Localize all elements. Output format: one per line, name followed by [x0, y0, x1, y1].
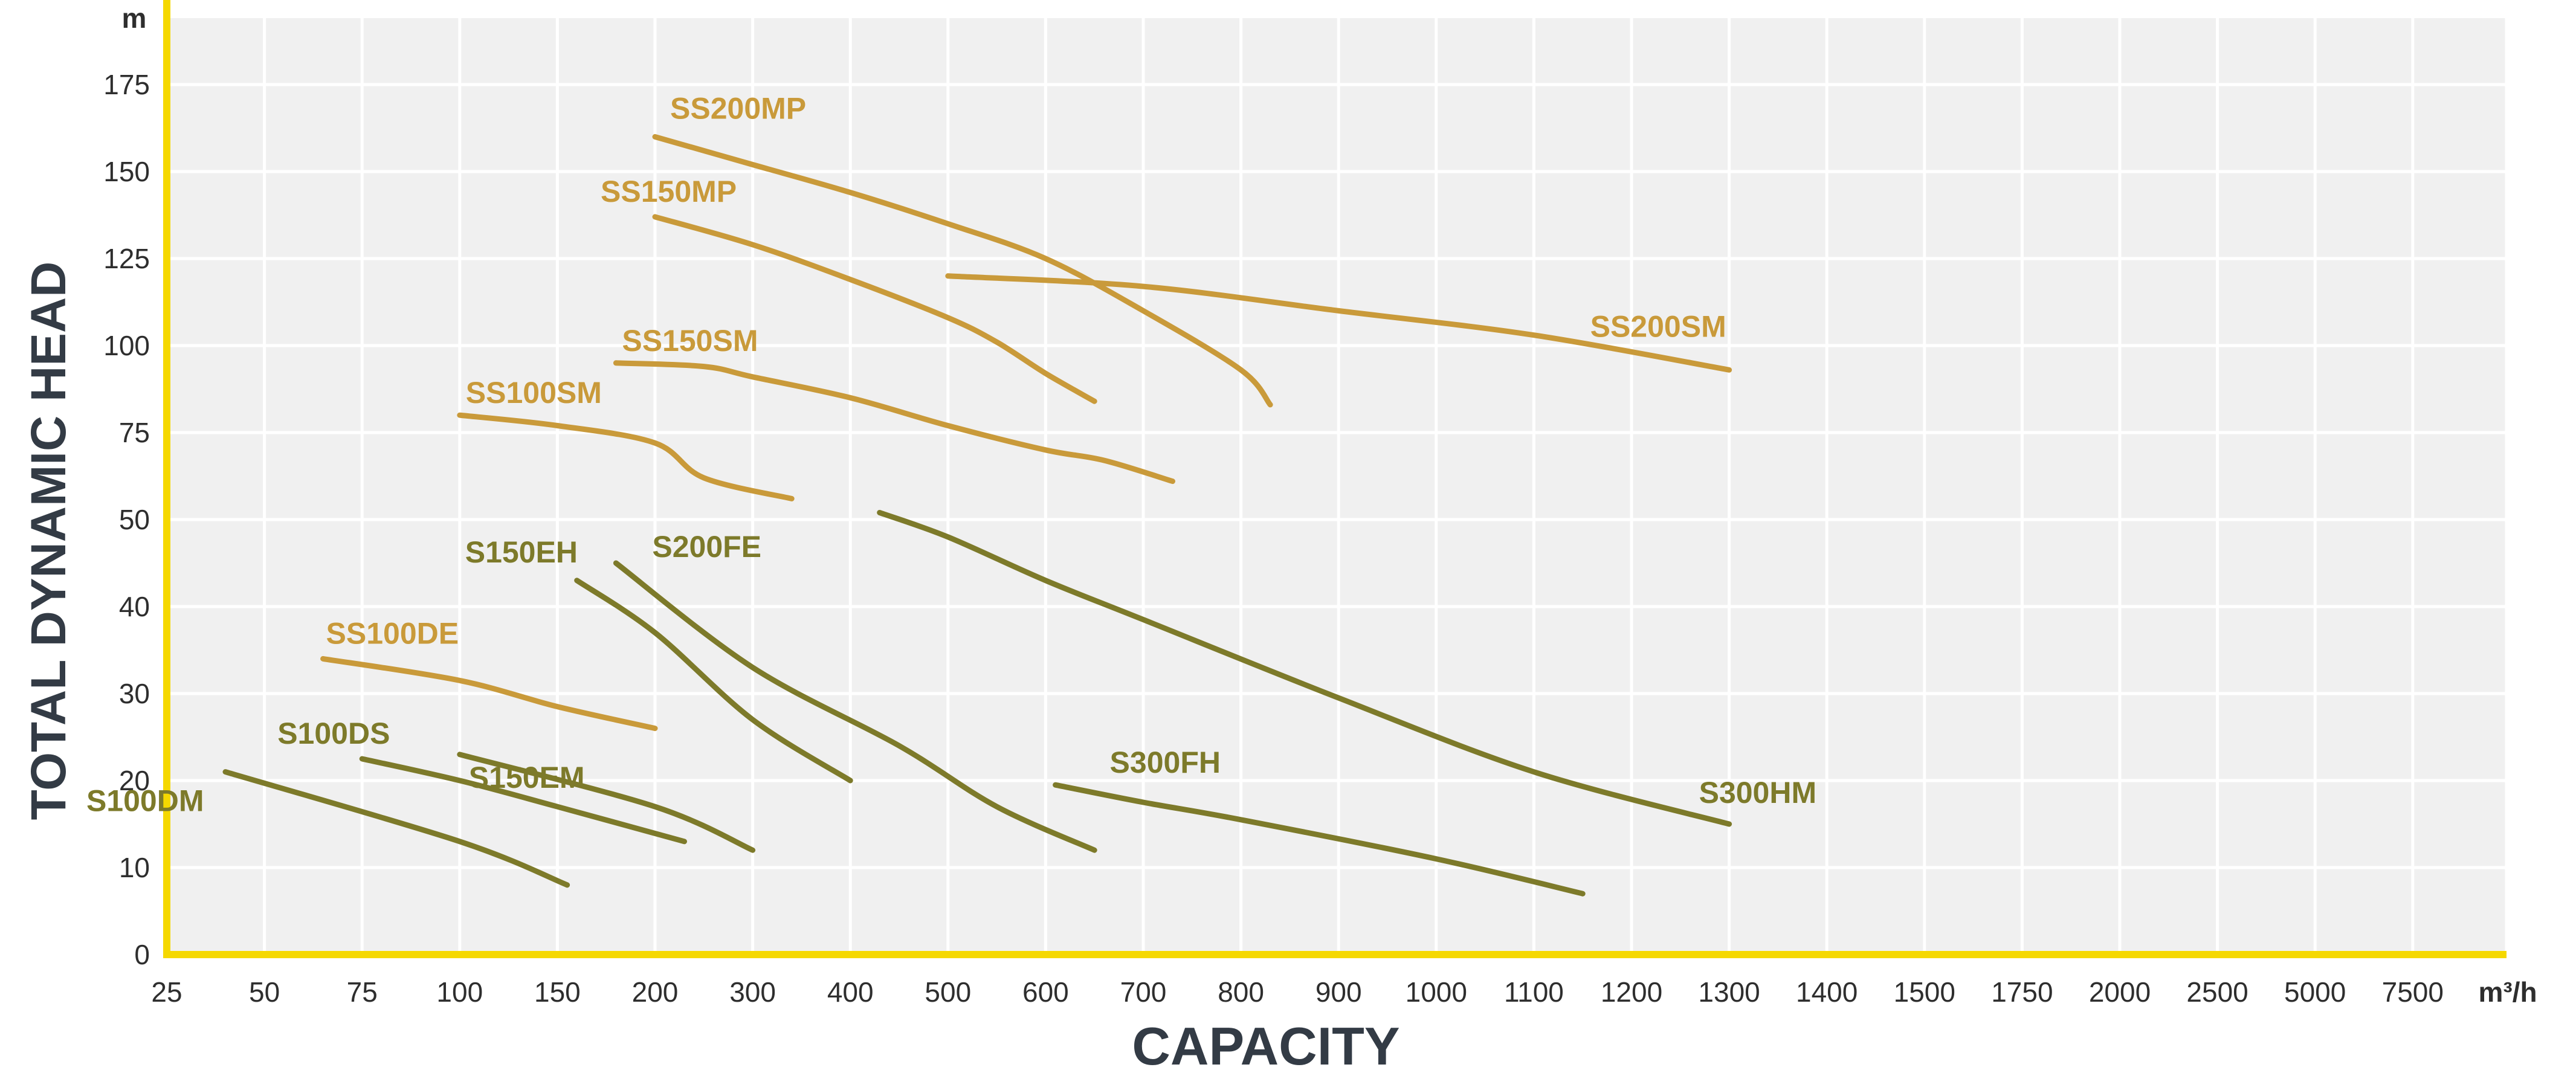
y-tick-label: 100 [103, 330, 150, 361]
x-tick-label: 900 [1315, 976, 1362, 1008]
series-label-ss150mp: SS150MP [601, 175, 737, 208]
series-label-s300hm: S300HM [1699, 776, 1817, 810]
series-line-s150em [457, 752, 756, 853]
series-line-ss200sm [945, 273, 1732, 373]
series-line-ss150mp [652, 214, 1097, 404]
series-label-s100dm: S100DM [86, 784, 204, 818]
y-tick-label: 175 [103, 69, 150, 100]
axes [163, 0, 2507, 958]
grid [167, 18, 2508, 955]
x-tick-label: 1500 [1894, 976, 1955, 1008]
y-tick-label: 75 [119, 417, 150, 448]
x-tick-label: 2000 [2089, 976, 2151, 1008]
x-tick-label: 600 [1022, 976, 1069, 1008]
x-tick-label: 1200 [1601, 976, 1662, 1008]
x-tick-label: 50 [249, 976, 280, 1008]
x-tick-label: 25 [151, 976, 182, 1008]
series-line-ss100de [320, 656, 658, 732]
y-tick-label: 20 [119, 765, 150, 796]
x-axis-unit: m³/h [2478, 976, 2537, 1008]
series-line-s100ds [359, 756, 687, 845]
series-line-s200fe [613, 560, 1097, 853]
y-tick-label: 0 [134, 939, 150, 970]
y-tick-label: 10 [119, 852, 150, 883]
x-tick-label: 200 [632, 976, 679, 1008]
x-tick-label: 150 [534, 976, 581, 1008]
x-tick-label: 1000 [1406, 976, 1467, 1008]
y-tick-label: 50 [119, 504, 150, 535]
x-tick-label: 1300 [1698, 976, 1760, 1008]
x-tick-label: 400 [827, 976, 874, 1008]
x-tick-label: 75 [347, 976, 378, 1008]
series-line-ss100sm [457, 412, 795, 501]
x-tick-label: 100 [436, 976, 483, 1008]
series-line-ss200mp [652, 134, 1273, 408]
series-lines [222, 134, 1732, 897]
y-tick-label: 40 [119, 591, 150, 622]
x-tick-label: 5000 [2284, 976, 2346, 1008]
y-axis-title: TOTAL DYNAMIC HEAD [21, 262, 76, 820]
x-axis-title: CAPACITY [1132, 1016, 1399, 1076]
series-label-ss150sm: SS150SM [622, 324, 758, 358]
series-label-s150em: S150EM [469, 761, 585, 794]
series-label-ss200mp: SS200MP [670, 91, 806, 125]
x-tick-label: 700 [1120, 976, 1167, 1008]
x-tick-label: 1750 [1991, 976, 2053, 1008]
series-line-s150eh [574, 578, 853, 784]
x-tick-label: 300 [729, 976, 776, 1008]
series-line-s100dm [222, 769, 570, 888]
x-tick-label: 1400 [1796, 976, 1858, 1008]
series-label-s200fe: S200FE [652, 530, 761, 564]
series-label-ss200sm: SS200SM [1590, 309, 1726, 343]
series-labels: SS200MP SS150MP SS200SM SS150SM SS100SM SS100… [86, 91, 1816, 817]
series-label-s150eh: S150EH [465, 535, 578, 569]
series-label-ss100sm: SS100SM [466, 376, 602, 410]
plot-background [167, 18, 2507, 955]
y-axis-unit: m [122, 2, 147, 34]
y-tick-label: 30 [119, 678, 150, 709]
x-tick-label: 500 [925, 976, 971, 1008]
tick-labels: 25 50 75 100 150 200 300 400 500 600 700 800 900 1000… [103, 69, 2444, 1008]
series-label-s300fh: S300FH [1110, 746, 1221, 779]
series-line-s300fh [1053, 782, 1586, 897]
series-line-s300hm [877, 510, 1732, 827]
x-tick-label: 2500 [2186, 976, 2248, 1008]
y-tick-label: 150 [103, 156, 150, 187]
x-tick-label: 800 [1218, 976, 1264, 1008]
series-label-ss100de: SS100DE [326, 616, 459, 650]
x-tick-label: 7500 [2382, 976, 2444, 1008]
series-label-s100ds: S100DS [277, 717, 390, 750]
y-tick-label: 125 [103, 243, 150, 274]
x-tick-label: 1100 [1504, 976, 1564, 1008]
series-line-ss150sm [613, 360, 1175, 485]
